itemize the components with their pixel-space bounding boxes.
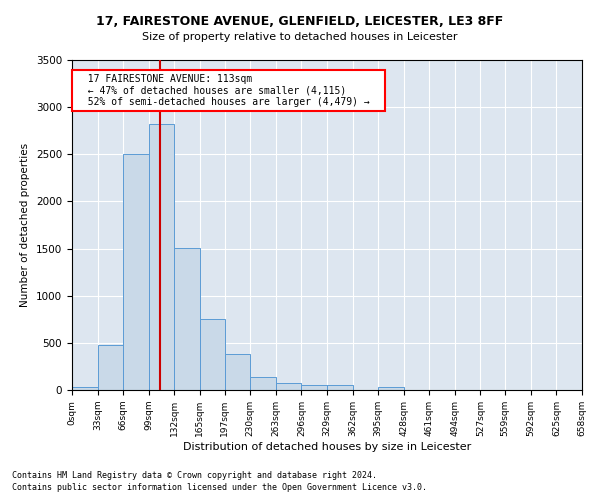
Bar: [250, 377, 276, 390]
Bar: [98, 344, 123, 390]
Bar: [378, 387, 404, 390]
Y-axis label: Number of detached properties: Number of detached properties: [20, 143, 31, 307]
Text: 17, FAIRESTONE AVENUE, GLENFIELD, LEICESTER, LE3 8FF: 17, FAIRESTONE AVENUE, GLENFIELD, LEICES…: [97, 15, 503, 28]
Bar: [224, 354, 250, 390]
Bar: [200, 320, 224, 390]
Bar: [175, 248, 200, 390]
Text: Contains public sector information licensed under the Open Government Licence v3: Contains public sector information licen…: [12, 484, 427, 492]
Bar: [276, 383, 301, 390]
Bar: [72, 387, 98, 390]
Text: Contains HM Land Registry data © Crown copyright and database right 2024.: Contains HM Land Registry data © Crown c…: [12, 471, 377, 480]
Bar: [123, 154, 149, 390]
Text: Size of property relative to detached houses in Leicester: Size of property relative to detached ho…: [142, 32, 458, 42]
X-axis label: Distribution of detached houses by size in Leicester: Distribution of detached houses by size …: [183, 442, 471, 452]
Bar: [327, 385, 353, 390]
Bar: [149, 124, 175, 390]
Text: 17 FAIRESTONE AVENUE: 113sqm  
  ← 47% of detached houses are smaller (4,115)  
: 17 FAIRESTONE AVENUE: 113sqm ← 47% of de…: [76, 74, 382, 108]
Bar: [301, 385, 327, 390]
